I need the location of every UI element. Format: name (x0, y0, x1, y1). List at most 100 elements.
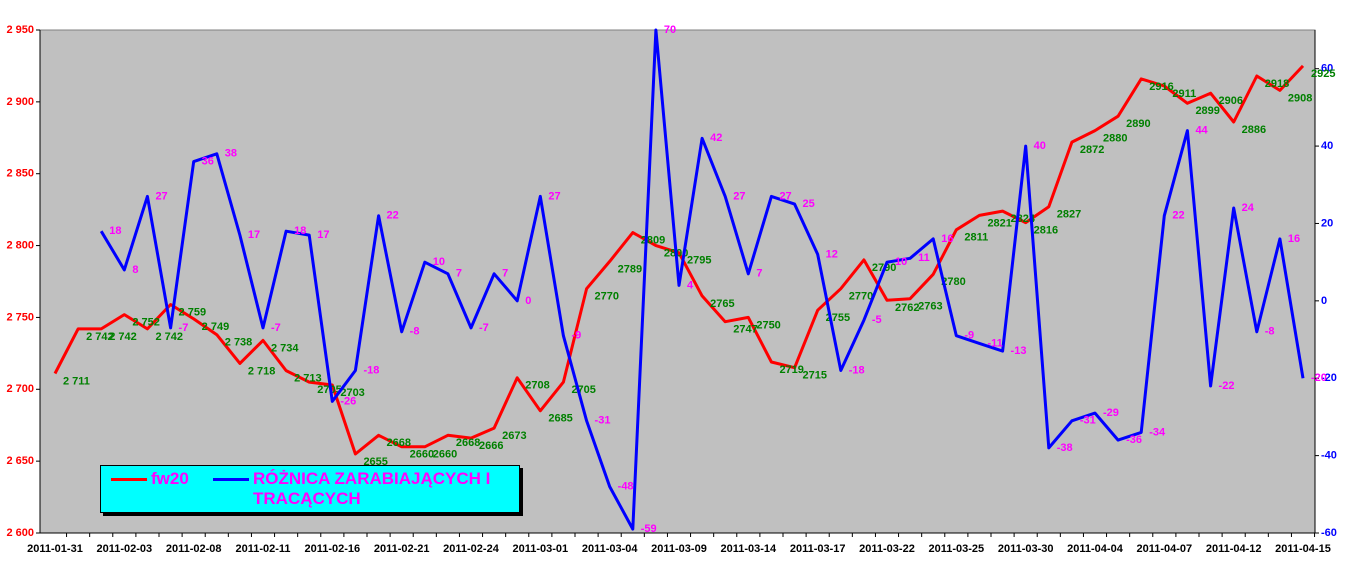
data-label: 44 (1195, 125, 1208, 137)
data-label: -7 (479, 322, 489, 334)
legend-item: RÓŻNICA ZARABIAJĄCYCH I TRACĄCYCH (213, 469, 523, 509)
data-label: 38 (225, 148, 237, 160)
x-tick-label: 2011-01-31 (27, 543, 83, 555)
data-label: 7 (756, 268, 762, 280)
data-label: 2750 (756, 319, 780, 331)
data-label: 2770 (849, 291, 873, 303)
data-label: 2911 (1172, 88, 1196, 100)
data-label: 2655 (363, 456, 387, 468)
y2-tick-label: 60 (1321, 63, 1333, 75)
data-label: 2 713 (294, 373, 322, 385)
x-tick-label: 2011-03-09 (651, 543, 707, 555)
x-tick-label: 2011-03-30 (998, 543, 1054, 555)
data-label: -34 (1149, 426, 1166, 438)
x-tick-label: 2011-04-12 (1206, 543, 1262, 555)
x-tick-label: 2011-03-04 (582, 543, 639, 555)
y2-tick-label: 20 (1321, 217, 1333, 229)
data-label: 40 (1034, 140, 1046, 152)
data-label: 2685 (548, 413, 572, 425)
data-label: -18 (849, 364, 865, 376)
y2-tick-label: -40 (1321, 450, 1337, 462)
data-label: 2925 (1311, 68, 1335, 80)
data-label: 27 (733, 190, 745, 202)
x-tick-label: 2011-02-16 (304, 543, 360, 555)
data-label: 2 742 (155, 331, 183, 343)
data-label: 2762 (895, 302, 919, 314)
data-label: 25 (803, 198, 815, 210)
y2-tick-label: 40 (1321, 140, 1333, 152)
x-tick-label: 2011-02-03 (96, 543, 152, 555)
legend-item: fw20 (111, 469, 189, 489)
data-label: -7 (179, 322, 189, 334)
data-label: 2673 (502, 430, 526, 442)
legend-swatch (213, 478, 249, 481)
data-label: 2668 (387, 437, 411, 449)
data-label: -20 (1311, 372, 1327, 384)
y-tick-label: 2 900 (6, 96, 34, 108)
data-label: -38 (1057, 442, 1073, 454)
series-line (99, 28, 1305, 531)
data-label: 2906 (1219, 95, 1243, 107)
data-label: 27 (548, 190, 560, 202)
data-label: 2770 (595, 291, 619, 303)
data-label: -9 (964, 330, 974, 342)
data-label: 2890 (1126, 118, 1150, 130)
data-label: 2 738 (225, 337, 253, 349)
data-label: 2703 (340, 387, 364, 399)
data-label: 11 (918, 252, 930, 264)
data-label: 2705 (571, 384, 595, 396)
data-label: 42 (710, 132, 722, 144)
legend-label: RÓŻNICA ZARABIAJĄCYCH I TRACĄCYCH (253, 469, 491, 508)
data-label: 70 (664, 24, 676, 36)
data-label: -36 (1126, 434, 1142, 446)
data-label: 2719 (779, 364, 803, 376)
data-label: 2811 (964, 232, 988, 244)
data-label: 17 (317, 229, 329, 241)
data-label: 7 (456, 268, 462, 280)
data-label: -9 (571, 330, 581, 342)
data-label: 22 (1172, 210, 1184, 222)
data-label: 10 (433, 256, 445, 268)
x-tick-label: 2011-02-08 (166, 543, 222, 555)
x-tick-label: 2011-02-24 (443, 543, 500, 555)
y-tick-label: 2 850 (6, 168, 34, 180)
data-label: 2 734 (271, 342, 299, 354)
data-label: -8 (1265, 326, 1275, 338)
data-label: 22 (387, 210, 399, 222)
data-label: 17 (248, 229, 260, 241)
y-tick-label: 2 650 (6, 455, 34, 467)
y-tick-label: 2 800 (6, 239, 34, 251)
legend: fw20 RÓŻNICA ZARABIAJĄCYCH I TRACĄCYCH (100, 465, 520, 513)
data-label: 16 (941, 233, 953, 245)
data-label: 24 (1242, 202, 1255, 214)
data-label: 2 752 (132, 316, 160, 328)
data-label: 2660 (410, 449, 434, 461)
data-label: -31 (1080, 415, 1096, 427)
data-label: -13 (1011, 345, 1027, 357)
data-label: 2789 (618, 263, 642, 275)
data-label: 2666 (479, 440, 503, 452)
x-tick-label: 2011-04-07 (1136, 543, 1192, 555)
data-label: -59 (641, 523, 657, 535)
data-label: -18 (363, 364, 379, 376)
x-tick-label: 2011-03-22 (859, 543, 915, 555)
x-tick-label: 2011-03-17 (790, 543, 846, 555)
x-tick-label: 2011-02-11 (235, 543, 290, 555)
data-label: 2715 (803, 370, 827, 382)
data-label: 2 711 (63, 375, 90, 387)
data-label: 27 (155, 190, 167, 202)
data-label: 18 (109, 225, 121, 237)
data-label: 2821 (987, 217, 1011, 229)
x-tick-label: 2011-03-14 (720, 543, 777, 555)
x-tick-label: 2011-04-15 (1275, 543, 1331, 555)
data-label: 2916 (1149, 81, 1173, 93)
x-tick-label: 2011-04-04 (1067, 543, 1124, 555)
data-label: 2872 (1080, 144, 1104, 156)
data-label: 16 (1288, 233, 1300, 245)
data-label: 7 (502, 268, 508, 280)
data-label: 2668 (456, 437, 480, 449)
data-label: 10 (895, 256, 907, 268)
y-tick-label: 2 700 (6, 383, 34, 395)
